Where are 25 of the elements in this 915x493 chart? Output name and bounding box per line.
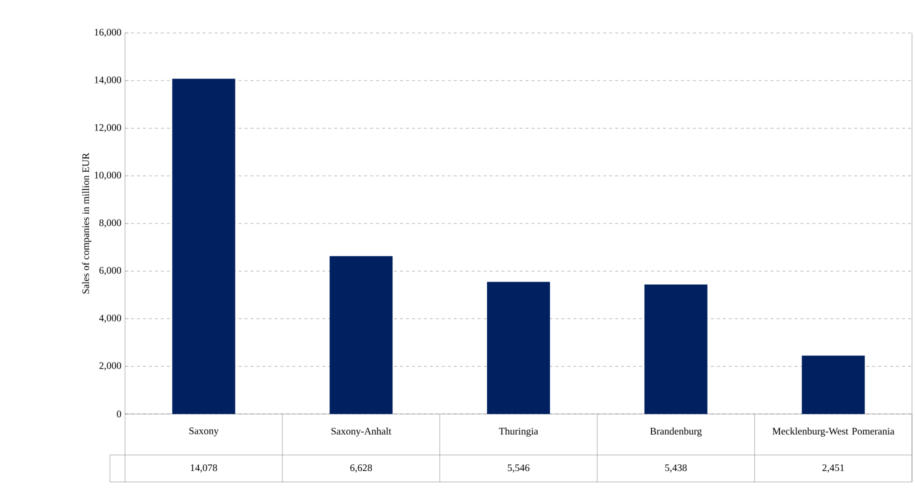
y-axis-title: Sales of companies in million EUR bbox=[82, 152, 92, 294]
y-tick-label: 16,000 bbox=[94, 28, 122, 38]
bar bbox=[330, 256, 393, 414]
y-tick-label: 12,000 bbox=[94, 124, 122, 132]
bar bbox=[644, 284, 708, 414]
data-label: 2,451 bbox=[822, 464, 844, 473]
data-label: 5,438 bbox=[665, 464, 687, 473]
y-tick-label: 14,000 bbox=[94, 76, 122, 85]
y-tick-label: 10,000 bbox=[94, 172, 122, 180]
y-tick-label: 0 bbox=[116, 410, 122, 418]
data-label: 6,628 bbox=[350, 464, 372, 473]
y-tick-label: 8,000 bbox=[99, 219, 122, 228]
bar bbox=[172, 78, 236, 414]
y-tick-label: 4,000 bbox=[99, 314, 122, 323]
data-label: 14,078 bbox=[190, 464, 218, 473]
x-tick-label: Saxony bbox=[189, 428, 219, 436]
x-tick-label: Saxony-Anhalt bbox=[332, 428, 392, 437]
bar bbox=[802, 356, 865, 414]
x-tick-label: Mecklenburg-West Pomerania bbox=[772, 428, 894, 437]
y-tick-label: 2,000 bbox=[99, 362, 122, 370]
x-tick-label: Brandenburg bbox=[650, 428, 702, 437]
y-tick-label: 6,000 bbox=[99, 267, 122, 276]
data-label: 5,546 bbox=[508, 464, 530, 473]
x-tick-label: Thuringia bbox=[498, 428, 538, 437]
bar bbox=[487, 282, 550, 414]
